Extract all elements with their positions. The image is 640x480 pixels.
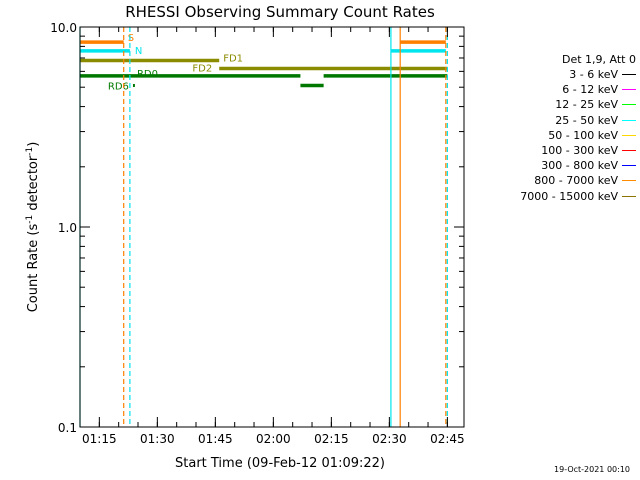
- plot-frame: [79, 26, 465, 428]
- legend-item-swatch: [622, 104, 636, 106]
- legend-item: 3 - 6 keV: [480, 67, 636, 82]
- legend-item: 800 - 7000 keV: [480, 173, 636, 188]
- y-axis-label: Count Rate (s-1 detector-1): [25, 142, 41, 313]
- legend-item-label: 50 - 100 keV: [548, 128, 618, 142]
- legend-item: 12 - 25 keV: [480, 97, 636, 112]
- y-axis-label-end: ): [26, 142, 41, 147]
- legend-rows: 3 - 6 keV 6 - 12 keV 12 - 25 keV 25 - 50 ke…: [480, 67, 636, 204]
- legend-item-label: 7000 - 15000 keV: [520, 189, 618, 203]
- legend-item-swatch: [622, 134, 636, 136]
- x-axis-label: Start Time (09-Feb-12 01:09:22): [175, 456, 385, 471]
- flag-bars: SN FD1 FD2 RD0 RD6: [80, 33, 448, 92]
- legend-item: 50 - 100 keV: [480, 128, 636, 143]
- legend-item-swatch: [622, 165, 636, 167]
- legend-item-swatch: [622, 180, 636, 182]
- legend-item: 7000 - 15000 keV: [480, 189, 636, 204]
- y-axis-label-main: Count Rate (s: [26, 224, 41, 313]
- flag-label-rd0: RD0: [137, 69, 158, 80]
- x-tick-label: 01:45: [198, 432, 233, 446]
- axis-ticks: 01:15 01:30 01:45 02:00 02:15 02:30 02:45 0.1 1.…: [50, 21, 464, 446]
- x-tick-label: 01:30: [140, 432, 175, 446]
- x-tick-label: 02:30: [372, 432, 407, 446]
- flag-label-fd1: FD1: [223, 53, 243, 64]
- legend-item-label: 25 - 50 keV: [555, 113, 618, 127]
- legend-item: 300 - 800 keV: [480, 158, 636, 173]
- y-axis-label-sup2: -1: [25, 147, 35, 156]
- y-axis-label-sup1: -1: [25, 215, 35, 224]
- legend-item-swatch: [622, 89, 636, 91]
- legend-item: 6 - 12 keV: [480, 82, 636, 97]
- legend-item-label: 6 - 12 keV: [562, 83, 618, 97]
- y-tick-label: 1.0: [58, 221, 77, 235]
- chart-title: RHESSI Observing Summary Count Rates: [125, 3, 435, 21]
- y-tick-label: 10.0: [50, 21, 77, 35]
- x-tick-label: 01:15: [82, 432, 117, 446]
- x-tick-label: 02:45: [430, 432, 465, 446]
- legend-title: Det 1,9, Att 0: [562, 53, 636, 66]
- legend-item-label: 800 - 7000 keV: [534, 174, 618, 188]
- legend: Det 1,9, Att 0 3 - 6 keV 6 - 12 keV 12 - 2…: [480, 52, 636, 204]
- y-tick-label: 0.1: [58, 421, 77, 435]
- flag-label-fd2: FD2: [192, 64, 212, 75]
- x-tick-label: 02:00: [256, 432, 291, 446]
- generation-timestamp: 19-Oct-2021 00:10: [554, 465, 630, 474]
- transition-lines: [79, 27, 448, 427]
- legend-item-swatch: [622, 195, 636, 197]
- flag-label-rd6: RD6: [108, 81, 129, 92]
- legend-item-swatch: [622, 150, 636, 152]
- y-axis-label-mid: detector: [26, 155, 41, 215]
- legend-item: 25 - 50 keV: [480, 113, 636, 128]
- legend-item-label: 12 - 25 keV: [555, 98, 618, 112]
- x-tick-label: 02:15: [314, 432, 349, 446]
- legend-item-swatch: [622, 74, 636, 76]
- legend-item-label: 300 - 800 keV: [541, 159, 618, 173]
- legend-item-label: 100 - 300 keV: [541, 144, 618, 158]
- legend-item-swatch: [622, 119, 636, 121]
- legend-item: 100 - 300 keV: [480, 143, 636, 158]
- legend-item-label: 3 - 6 keV: [569, 68, 618, 82]
- flag-label-n: N: [135, 46, 142, 57]
- flag-label-s: S: [128, 33, 134, 44]
